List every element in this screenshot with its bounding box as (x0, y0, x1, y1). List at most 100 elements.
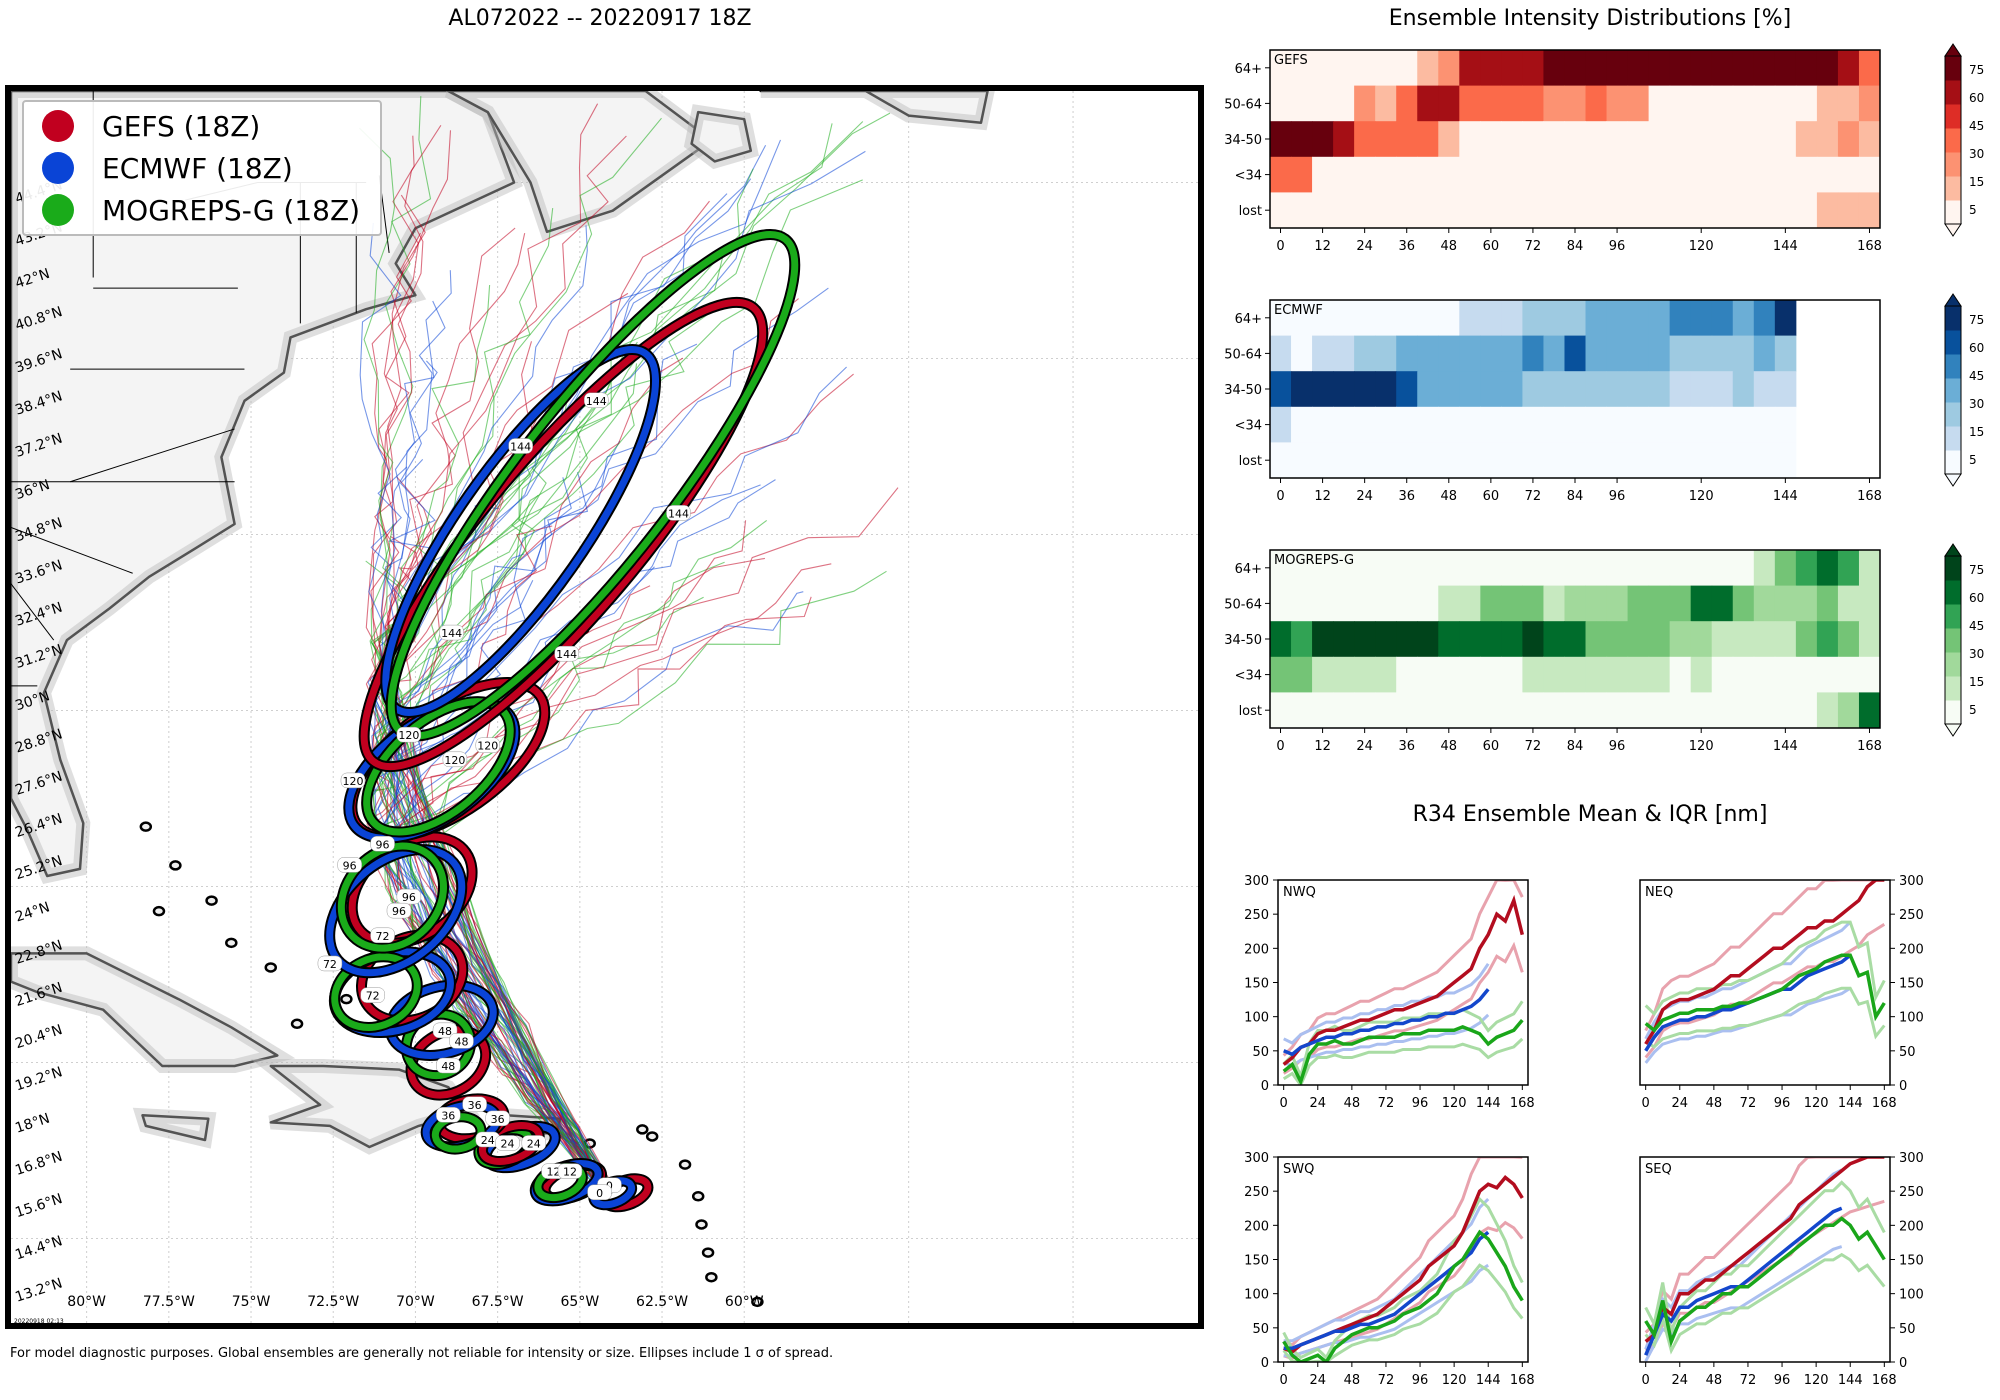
heatmap-x-tick-label: 24 (1356, 239, 1373, 254)
gefs-mean-line (1644, 1157, 1885, 1343)
r34-y-tick-label: 100 (1899, 1011, 1924, 1026)
heatmap-cell (1753, 85, 1776, 122)
mogreps-ellipse (331, 953, 421, 1031)
heatmap-cell (1333, 121, 1355, 158)
heatmap-cell (1375, 621, 1397, 658)
colorbar-segment (1945, 378, 1961, 403)
heatmap-cell (1585, 621, 1608, 658)
island-11 (701, 1247, 715, 1258)
map-legend: GEFS (18Z) ECMWF (18Z) MOGREPS-G (18Z) (22, 100, 382, 236)
colorbar-segment (1945, 556, 1961, 581)
heatmap-cell (1606, 50, 1629, 87)
cuba-land (9, 952, 279, 1068)
heatmap-cell (1375, 442, 1397, 479)
heatmap-cell (1753, 550, 1776, 587)
heatmap-cell (1417, 371, 1439, 408)
intensity-title: Ensemble Intensity Distributions [%] (1388, 6, 1792, 31)
ecmwf-mean-line (1644, 1206, 1843, 1356)
heatmap-cell (1543, 371, 1565, 408)
heatmap-cell (1606, 656, 1629, 693)
heatmap-x-tick-label: 12 (1314, 739, 1331, 754)
heatmap-cell (1291, 656, 1313, 693)
longitude-label: 70°W (396, 1294, 435, 1310)
heatmap-cell (1690, 156, 1713, 193)
diagnostic-charts: GEFS 64+ 50-64 34-50 <34 lost 0 12 24 36 48 60 72 84 9… (1224, 43, 1984, 1388)
heatmap-cell (1711, 621, 1734, 658)
heatmap-cell (1690, 550, 1713, 587)
plot-area (1644, 1157, 1886, 1362)
heatmap-cell (1396, 656, 1418, 693)
ensemble-track (359, 222, 603, 1190)
heatmap-cell (1522, 371, 1544, 408)
heatmap-cell (1543, 300, 1565, 337)
heatmap-x-tick-label: 12 (1314, 239, 1331, 254)
lead-time-label: 144 (586, 395, 607, 408)
colorbar-tick-label: 60 (1969, 591, 1984, 605)
heatmap-cell (1690, 300, 1713, 337)
quadrant-label: NWQ (1283, 885, 1316, 900)
ecmwf-marker-icon (42, 152, 74, 184)
r34-y-tick-label: 150 (1899, 977, 1924, 992)
heatmap-row-label: 50-64 (1224, 97, 1262, 112)
longitude-label: 75°W (232, 1294, 271, 1310)
ellipse-labels: 1441441441441441201201201209696969672727… (317, 392, 691, 1201)
heatmap-cell (1375, 121, 1397, 158)
legend-item-mogreps: MOGREPS-G (18Z) (42, 190, 360, 230)
heatmap-cell (1438, 406, 1460, 443)
heatmap-cell (1669, 50, 1692, 87)
colorbar-frame (1944, 555, 1962, 725)
state-border (10, 527, 133, 574)
longitude-label: 80°W (67, 1294, 106, 1310)
r34-y-tick-label: 150 (1244, 1254, 1269, 1269)
heatmap-cell (1459, 192, 1481, 229)
heatmap-model-label: GEFS (1274, 53, 1308, 68)
heatmap-cell (1312, 121, 1334, 158)
colorbar-segment (1945, 56, 1961, 81)
r34-x-tick-label: 24 (1309, 1373, 1326, 1388)
heatmap-model-label: ECMWF (1274, 303, 1323, 318)
heatmap-cell (1669, 692, 1692, 729)
heatmap-cell (1774, 585, 1797, 622)
r34-y-tick-label: 50 (1899, 1322, 1916, 1337)
label-box (521, 1135, 547, 1151)
heatmap-row-label: 64+ (1235, 62, 1262, 77)
heatmap-cell (1375, 550, 1397, 587)
gefs-ellipse (478, 1121, 543, 1165)
heatmap-cell (1480, 371, 1502, 408)
heatmap-cell (1564, 192, 1587, 229)
heatmap-cell (1564, 550, 1587, 587)
label-box (557, 1163, 583, 1179)
heatmap-cell (1669, 550, 1692, 587)
heatmap-cell (1459, 621, 1481, 658)
heatmap-cell (1480, 192, 1502, 229)
heatmap-x-tick-label: 24 (1356, 739, 1373, 754)
heatmap-cell (1312, 621, 1334, 658)
colorbar-segment (1945, 128, 1961, 153)
quadrant-label: SWQ (1283, 1162, 1314, 1177)
heatmap-cell (1543, 335, 1565, 372)
colorbar-segment (1945, 652, 1961, 677)
heatmap-cell (1438, 121, 1460, 158)
heatmap-cell (1837, 692, 1860, 729)
heatmap-cell (1564, 442, 1587, 479)
legend-label: MOGREPS-G (18Z) (102, 193, 361, 227)
heatmap-cell (1270, 121, 1292, 158)
heatmap-cell (1753, 621, 1776, 658)
heatmap-cell (1543, 50, 1565, 87)
r34-y-tick-label: 150 (1899, 1254, 1924, 1269)
colorbar-top-arrow-icon (1944, 43, 1962, 57)
label-box (584, 392, 609, 409)
colorbar-tick-label: 5 (1969, 203, 1977, 217)
heatmap-cell (1732, 621, 1755, 658)
island-8 (678, 1159, 692, 1170)
heatmap-cell (1648, 621, 1671, 658)
heatmap-cell (1354, 621, 1376, 658)
heatmap-cell (1459, 442, 1481, 479)
label-box (317, 955, 343, 972)
label-box (449, 1033, 474, 1049)
r34-x-tick-label: 120 (1804, 1373, 1829, 1388)
heatmap-cell (1375, 692, 1397, 729)
island-2 (205, 895, 218, 906)
heatmap-x-tick-label: 72 (1525, 489, 1542, 504)
heatmap-cell (1732, 335, 1755, 372)
